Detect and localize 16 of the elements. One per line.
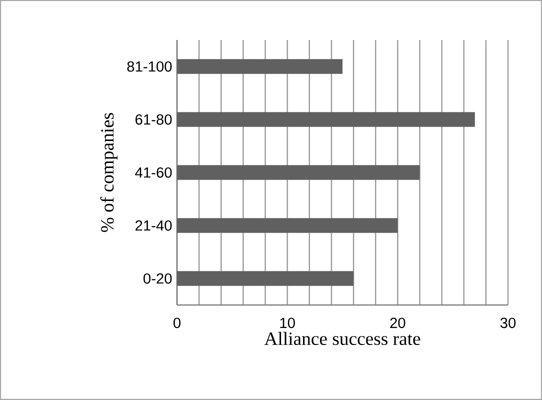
bar [177, 112, 475, 127]
bar [177, 218, 398, 233]
x-tick-label: 0 [173, 318, 180, 328]
y-tick-label: 0-20 [144, 273, 172, 284]
x-tick-label: 20 [390, 318, 406, 328]
x-axis-title: Alliance success rate [264, 332, 420, 346]
y-tick-label: 21-40 [136, 220, 172, 231]
x-tick-label: 30 [500, 318, 516, 328]
y-axis-title: % of companies [100, 113, 118, 232]
bar [177, 271, 354, 286]
y-tick-label: 61-80 [136, 114, 172, 125]
bar [177, 59, 343, 74]
x-tick-label: 10 [280, 318, 295, 328]
y-tick-label: 81-100 [127, 61, 172, 72]
bar [177, 165, 420, 180]
y-tick-label: 41-60 [135, 167, 172, 178]
